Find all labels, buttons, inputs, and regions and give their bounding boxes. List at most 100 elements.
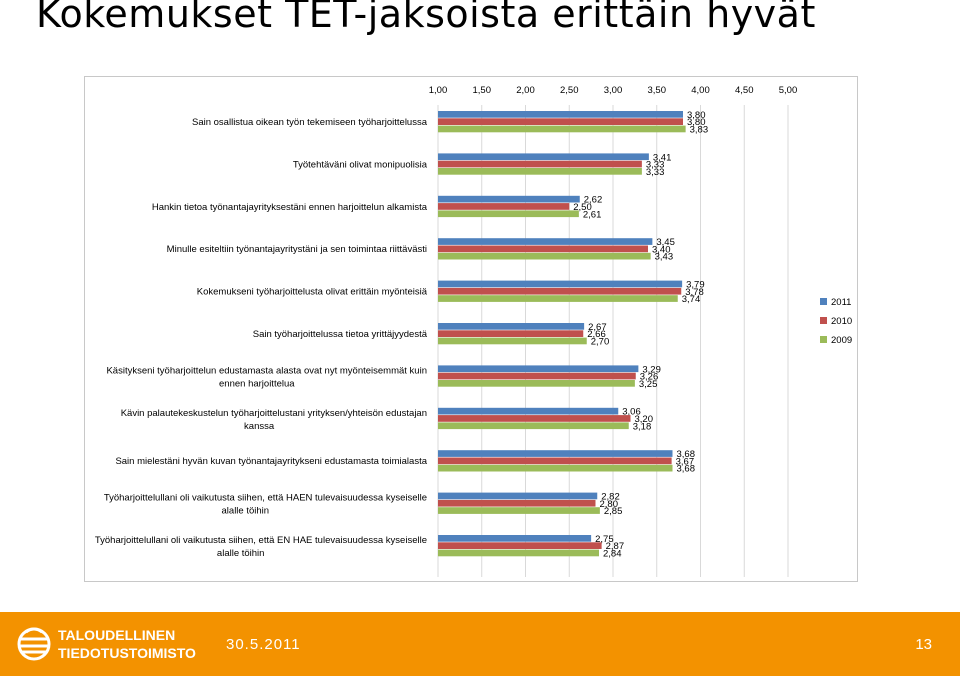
data-label: 3,40	[652, 244, 671, 255]
bar	[438, 365, 639, 373]
data-label: 3,80	[687, 110, 706, 121]
category-label: Työtehtäväni olivat monipuolisia	[293, 159, 428, 170]
category-label: Minulle esiteltiin työnantajayritystäni …	[167, 244, 427, 255]
bar	[438, 153, 649, 161]
bar	[438, 160, 642, 168]
bar	[438, 457, 672, 465]
legend-label: 2010	[831, 316, 852, 327]
bar	[438, 280, 683, 288]
bar	[438, 542, 602, 549]
data-label: 2,70	[591, 337, 610, 348]
data-label: 3,68	[677, 464, 696, 475]
category-label: Työharjoittelullani oli vaikutusta siihe…	[104, 493, 427, 504]
bar	[438, 330, 584, 337]
tat-logo: TALOUDELLINEN TIEDOTUSTOIMISTO	[17, 627, 196, 661]
bar	[438, 415, 631, 422]
page-number: 13	[915, 636, 932, 653]
bar	[438, 111, 683, 118]
category-label: kanssa	[244, 421, 275, 432]
data-label: 2,61	[583, 209, 602, 220]
data-label: 2,62	[584, 195, 603, 206]
data-label: 2,75	[595, 534, 614, 545]
bar	[438, 252, 651, 260]
x-tick-label: 2,00	[516, 85, 535, 96]
data-label: 3,79	[686, 280, 705, 291]
data-label: 3,78	[685, 287, 704, 298]
footer-bar: TALOUDELLINEN TIEDOTUSTOIMISTO 30.5.2011…	[0, 612, 960, 676]
logo-line1: TALOUDELLINEN	[58, 627, 175, 643]
footer-date: 30.5.2011	[226, 636, 301, 653]
data-label: 3,33	[646, 167, 665, 178]
x-tick-label: 3,00	[604, 85, 623, 96]
bar	[438, 450, 673, 457]
data-label: 2,50	[573, 202, 592, 213]
x-tick-label: 5,00	[779, 85, 798, 96]
bar	[438, 168, 642, 175]
legend: 2011 2010 2009	[820, 297, 852, 346]
bar	[438, 195, 580, 203]
bar	[438, 422, 629, 430]
data-label: 2,67	[588, 322, 607, 333]
globe-icon	[17, 627, 51, 661]
category-label: Käsitykseni työharjoittelun edustamasta …	[106, 365, 427, 376]
data-label: 2,85	[604, 506, 623, 517]
x-tick-label: 3,50	[648, 85, 667, 96]
legend-label: 2009	[831, 335, 852, 346]
bar	[438, 492, 598, 500]
data-label: 3,45	[656, 237, 675, 248]
bar	[438, 337, 587, 345]
data-label: 2,84	[603, 549, 622, 560]
legend-swatch	[820, 298, 827, 305]
category-label: Sain mielestäni hyvän kuvan työnantajayr…	[115, 456, 427, 467]
category-label: Kokemukseni työharjoittelusta olivat eri…	[197, 287, 428, 298]
x-tick-label: 2,50	[560, 85, 579, 96]
data-label: 3,74	[682, 294, 701, 305]
category-label: ennen harjoittelua	[219, 378, 295, 389]
x-tick-label: 4,00	[691, 85, 710, 96]
category-label: Sain työharjoittelussa tietoa yrittäjyyd…	[253, 329, 428, 340]
bar	[438, 118, 683, 125]
data-label: 2,82	[601, 492, 620, 503]
data-label: 3,29	[642, 364, 661, 375]
data-label: 3,20	[635, 414, 654, 425]
category-label: Sain osallistua oikean työn tekemiseen t…	[192, 117, 428, 128]
bar	[438, 380, 635, 387]
category-label: alalle töihin	[222, 506, 270, 517]
data-label: 3,06	[622, 407, 641, 418]
bar	[438, 245, 648, 253]
data-label: 3,83	[690, 125, 709, 136]
legend-label: 2011	[831, 297, 851, 308]
bar	[438, 407, 619, 415]
bar	[438, 535, 592, 542]
category-label: Hankin tietoa työnantajayrityksestäni en…	[152, 202, 428, 213]
chart: 1,00 1,50 2,00 2,50 3,00 3,50 4,00 4,50 5,00 Sain…	[95, 85, 852, 577]
bar	[438, 295, 678, 302]
x-tick-label: 1,50	[473, 85, 492, 96]
data-label: 3,41	[653, 152, 672, 163]
x-tick-label: 4,50	[735, 85, 754, 96]
bar	[438, 238, 653, 245]
bar	[438, 507, 600, 514]
bar	[438, 203, 570, 210]
bar	[438, 549, 599, 557]
data-label: 3,68	[677, 449, 696, 460]
bar	[438, 210, 579, 218]
bar	[438, 287, 682, 295]
slide-title: Kokemukset TET-jaksoista erittäin hyvät	[36, 0, 816, 36]
category-label: Kävin palautekeskustelun työharjoittelus…	[121, 408, 427, 419]
data-label: 2,66	[587, 329, 606, 340]
bar	[438, 499, 596, 507]
data-label: 2,80	[600, 499, 619, 510]
x-tick-label: 1,00	[429, 85, 448, 96]
category-label: Työharjoittelullani oli vaikutusta siihe…	[95, 535, 427, 546]
data-label: 3,26	[640, 372, 659, 383]
data-label: 3,43	[655, 252, 674, 263]
data-label: 3,33	[646, 160, 665, 171]
data-label: 3,25	[639, 379, 658, 390]
bar	[438, 464, 673, 472]
legend-swatch	[820, 317, 827, 324]
data-label: 3,67	[676, 456, 695, 467]
data-label: 3,18	[633, 421, 652, 432]
logo-line2: TIEDOTUSTOIMISTO	[58, 645, 196, 661]
chart-frame: 1,00 1,50 2,00 2,50 3,00 3,50 4,00 4,50 5,00 Sain…	[84, 76, 858, 582]
